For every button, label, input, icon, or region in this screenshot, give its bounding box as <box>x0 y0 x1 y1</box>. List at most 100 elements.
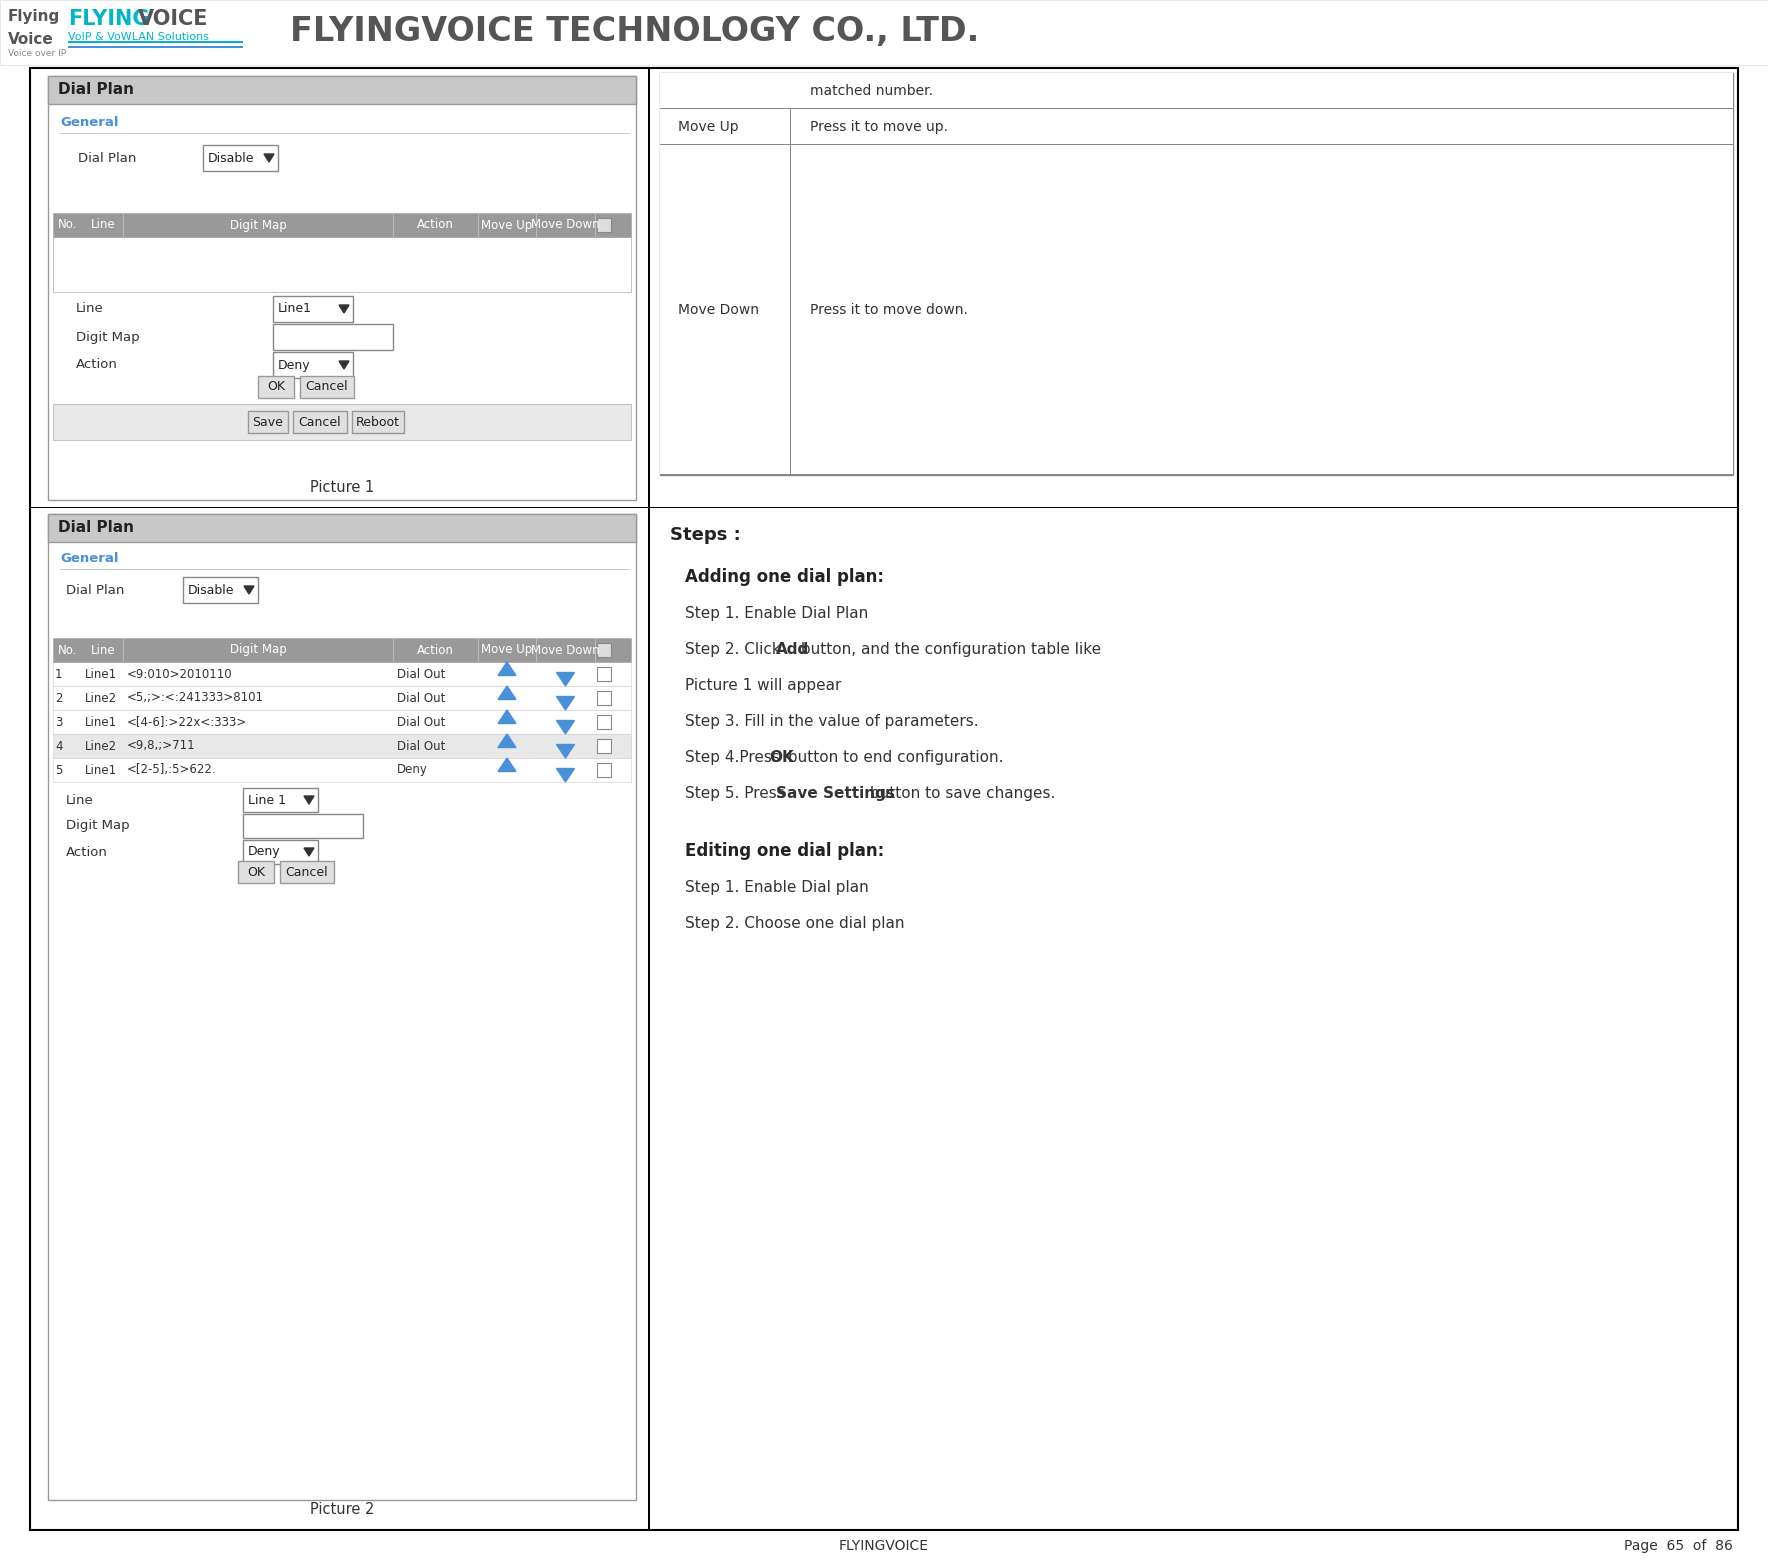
Polygon shape <box>304 797 315 804</box>
Text: Page  65  of  86: Page 65 of 86 <box>1625 1539 1733 1553</box>
Text: Move Down: Move Down <box>530 644 599 656</box>
Text: Move Down: Move Down <box>677 303 758 317</box>
Bar <box>53 662 631 686</box>
Polygon shape <box>557 673 575 686</box>
Bar <box>659 109 1733 145</box>
Bar <box>53 734 631 758</box>
Text: FLYINGVOICE TECHNOLOGY CO., LTD.: FLYINGVOICE TECHNOLOGY CO., LTD. <box>290 16 979 48</box>
Text: Move Up: Move Up <box>677 120 739 134</box>
Text: Save: Save <box>253 415 283 428</box>
Bar <box>659 145 1733 475</box>
Text: OK: OK <box>267 381 285 394</box>
Bar <box>48 514 636 1500</box>
Text: Dial Plan: Dial Plan <box>58 520 134 536</box>
Bar <box>258 376 293 398</box>
Text: General: General <box>60 551 118 564</box>
Text: Step 2. Choose one dial plan: Step 2. Choose one dial plan <box>684 915 905 931</box>
Bar <box>659 73 1733 475</box>
Text: Digit Map: Digit Map <box>230 219 286 231</box>
Text: Action: Action <box>65 845 108 859</box>
Text: Dial Out: Dial Out <box>398 667 446 681</box>
Text: Digit Map: Digit Map <box>65 820 129 833</box>
Text: Action: Action <box>76 359 118 372</box>
Polygon shape <box>339 305 348 312</box>
Text: Dial Plan: Dial Plan <box>58 83 134 97</box>
Text: button to save changes.: button to save changes. <box>865 786 1055 801</box>
Text: Step 4.Press: Step 4.Press <box>684 750 785 765</box>
Bar <box>659 73 1733 109</box>
Bar <box>248 411 288 433</box>
Bar <box>53 686 631 711</box>
Text: Line: Line <box>65 793 94 806</box>
Text: FLYING: FLYING <box>67 9 150 30</box>
Bar <box>598 644 612 658</box>
Text: 5: 5 <box>55 764 62 776</box>
Text: Move Up: Move Up <box>481 644 532 656</box>
Text: FLYINGVOICE: FLYINGVOICE <box>840 1539 928 1553</box>
Polygon shape <box>263 155 274 162</box>
Text: Step 2. Click: Step 2. Click <box>684 642 785 658</box>
Text: Step 1. Enable Dial Plan: Step 1. Enable Dial Plan <box>684 606 868 622</box>
Bar <box>272 323 392 350</box>
Bar <box>53 405 631 440</box>
Text: Add: Add <box>776 642 810 658</box>
Text: Press it to move up.: Press it to move up. <box>810 120 948 134</box>
Polygon shape <box>557 720 575 734</box>
Polygon shape <box>244 586 255 594</box>
Text: 4: 4 <box>55 739 62 753</box>
Polygon shape <box>557 745 575 758</box>
Bar <box>301 376 354 398</box>
Text: Line1: Line1 <box>85 715 117 728</box>
Text: Line: Line <box>90 644 115 656</box>
Bar <box>598 690 612 704</box>
Text: Disable: Disable <box>187 584 235 597</box>
Bar <box>598 219 612 233</box>
Bar <box>293 411 347 433</box>
Bar <box>48 514 636 542</box>
Polygon shape <box>339 361 348 369</box>
Text: Voice over IP: Voice over IP <box>9 48 65 58</box>
Bar <box>279 861 334 883</box>
Bar <box>242 787 318 812</box>
Bar <box>48 77 636 500</box>
Text: Deny: Deny <box>398 764 428 776</box>
Text: Dial Plan: Dial Plan <box>65 584 124 597</box>
Bar <box>242 840 318 864</box>
Text: Save Settings: Save Settings <box>776 786 895 801</box>
Text: Deny: Deny <box>248 845 281 859</box>
Text: VOICE: VOICE <box>138 9 209 30</box>
Text: Dial Plan: Dial Plan <box>78 152 136 164</box>
Text: Line1: Line1 <box>85 764 117 776</box>
Text: No.: No. <box>58 219 78 231</box>
Text: Line: Line <box>90 219 115 231</box>
Text: Step 3. Fill in the value of parameters.: Step 3. Fill in the value of parameters. <box>684 714 979 729</box>
Text: Cancel: Cancel <box>299 415 341 428</box>
Polygon shape <box>499 686 516 700</box>
Bar <box>184 576 258 603</box>
Text: Action: Action <box>417 219 454 231</box>
Polygon shape <box>499 711 516 723</box>
Bar <box>48 77 636 105</box>
Bar <box>272 297 354 322</box>
Text: 1: 1 <box>55 667 62 681</box>
Polygon shape <box>557 697 575 711</box>
Text: Dial Out: Dial Out <box>398 739 446 753</box>
Text: Line1: Line1 <box>85 667 117 681</box>
Text: Move Down: Move Down <box>530 219 599 231</box>
Bar <box>598 739 612 753</box>
Bar <box>598 667 612 681</box>
Text: Action: Action <box>417 644 454 656</box>
Text: Line: Line <box>76 303 104 316</box>
Text: Editing one dial plan:: Editing one dial plan: <box>684 842 884 861</box>
Text: Picture 1: Picture 1 <box>309 480 375 495</box>
Bar <box>0 0 1768 66</box>
Text: <9:010>2010110: <9:010>2010110 <box>127 667 233 681</box>
Polygon shape <box>304 848 315 856</box>
Text: Line2: Line2 <box>85 739 117 753</box>
Bar <box>67 41 242 44</box>
Text: Reboot: Reboot <box>355 415 400 428</box>
Bar <box>67 45 242 48</box>
Text: Dial Out: Dial Out <box>398 692 446 704</box>
Text: Flying: Flying <box>9 9 60 25</box>
Bar <box>53 711 631 734</box>
